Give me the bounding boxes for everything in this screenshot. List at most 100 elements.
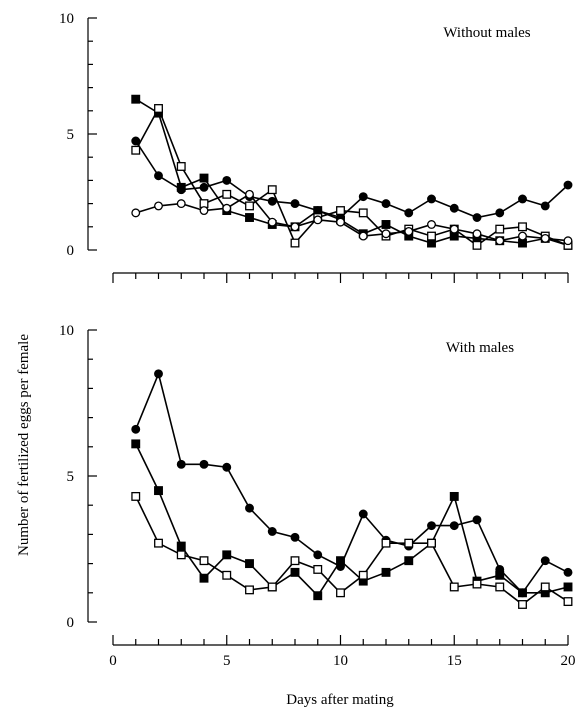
data-point-filled-circle (222, 175, 232, 185)
data-point-open-square (518, 222, 527, 232)
data-point-filled-circle (290, 532, 300, 542)
data-point-open-circle (358, 231, 368, 241)
data-point-open-circle (290, 222, 300, 232)
panel-title: With males (446, 340, 514, 356)
data-point-open-square (563, 597, 573, 607)
data-point-filled-circle (290, 199, 300, 209)
data-point-open-circle (381, 229, 391, 239)
data-point-filled-circle (267, 527, 277, 536)
data-point-filled-square (563, 582, 573, 592)
data-point-filled-square (131, 439, 141, 449)
data-point-open-circle (245, 189, 254, 199)
data-point-filled-circle (495, 208, 505, 218)
data-point-filled-square (313, 591, 323, 601)
data-point-filled-square (449, 491, 459, 501)
y-tick-label: 10 (59, 323, 74, 339)
data-point-open-circle (495, 236, 505, 246)
x-tick-label: 20 (561, 653, 576, 669)
data-point-filled-circle (358, 509, 368, 519)
data-point-open-square (336, 588, 345, 598)
data-point-open-square (540, 582, 550, 592)
x-tick-label: 5 (223, 653, 231, 669)
data-point-open-circle (404, 226, 414, 236)
data-point-filled-circle (154, 369, 163, 379)
data-point-filled-square (131, 94, 141, 104)
data-point-filled-square (199, 573, 209, 583)
data-point-filled-square (245, 213, 254, 222)
series-line-filled-square (135, 98, 569, 247)
data-point-filled-circle (427, 194, 436, 204)
data-point-open-square (199, 556, 209, 566)
data-point-filled-square (176, 182, 186, 192)
data-point-open-square (131, 145, 141, 155)
data-point-filled-circle (176, 459, 186, 469)
data-point-open-square (518, 600, 527, 609)
y-tick-label: 5 (67, 469, 75, 485)
data-point-filled-circle (449, 203, 459, 213)
data-point-open-circle (267, 217, 277, 227)
data-point-open-circle (472, 229, 482, 239)
data-point-filled-circle (131, 424, 141, 434)
data-point-filled-circle (199, 182, 209, 192)
data-point-open-square (154, 104, 163, 113)
data-point-filled-square (381, 567, 391, 577)
y-tick-label: 5 (67, 127, 75, 143)
data-point-filled-square (290, 567, 300, 577)
data-point-open-square (313, 564, 323, 574)
data-point-open-circle (154, 201, 163, 211)
data-point-filled-circle (427, 521, 436, 531)
data-point-filled-circle (358, 192, 368, 202)
data-point-open-square (154, 538, 163, 548)
data-point-filled-circle (563, 180, 573, 190)
data-point-open-square (495, 224, 505, 234)
data-point-filled-square (381, 220, 391, 229)
data-point-open-square (449, 582, 459, 592)
data-point-open-square (358, 208, 368, 218)
panel-without-males: 0 5 10 Without males (59, 11, 573, 283)
data-point-filled-circle (404, 208, 414, 218)
data-point-open-square (267, 582, 277, 592)
data-point-filled-square (245, 559, 254, 569)
data-point-open-square (131, 491, 141, 501)
x-tick-label: 10 (333, 653, 348, 669)
data-point-open-circle (518, 231, 527, 241)
data-point-open-circle (176, 199, 186, 209)
x-tick-label: 0 (109, 653, 117, 669)
data-point-open-circle (199, 206, 209, 216)
data-point-open-square (336, 206, 345, 216)
y-tick-label: 0 (67, 615, 75, 631)
data-point-open-square (222, 189, 232, 199)
data-point-open-square (222, 570, 232, 580)
data-point-filled-square (176, 541, 186, 551)
data-point-filled-circle (540, 556, 550, 566)
data-point-open-square (245, 201, 254, 211)
data-point-open-square (427, 231, 436, 241)
data-point-open-circle (563, 236, 573, 246)
data-point-open-circle (131, 208, 141, 218)
data-point-open-circle (449, 224, 459, 234)
data-point-filled-square (222, 550, 232, 560)
panel-with-males: 0 5 10 With males 0 5 10 15 20 (59, 323, 576, 669)
data-point-filled-circle (540, 201, 550, 211)
data-point-open-square (381, 538, 391, 548)
data-point-filled-circle (518, 194, 527, 204)
data-point-open-square (290, 556, 300, 566)
data-point-filled-square (495, 570, 505, 580)
data-point-filled-circle (154, 171, 163, 181)
data-point-filled-circle (472, 515, 482, 525)
data-point-filled-circle (381, 199, 391, 209)
data-point-filled-square (199, 173, 209, 183)
data-point-open-circle (222, 203, 232, 213)
x-axis-label: Days after mating (286, 692, 394, 708)
data-point-open-square (267, 185, 277, 195)
data-point-filled-circle (472, 213, 482, 222)
data-point-filled-circle (222, 462, 232, 472)
data-point-filled-circle (199, 459, 209, 469)
data-point-filled-square (154, 486, 163, 496)
data-point-filled-circle (449, 521, 459, 531)
data-point-filled-circle (131, 136, 141, 146)
data-point-open-square (472, 240, 482, 250)
data-point-open-circle (540, 233, 550, 243)
data-point-filled-square (518, 588, 527, 598)
